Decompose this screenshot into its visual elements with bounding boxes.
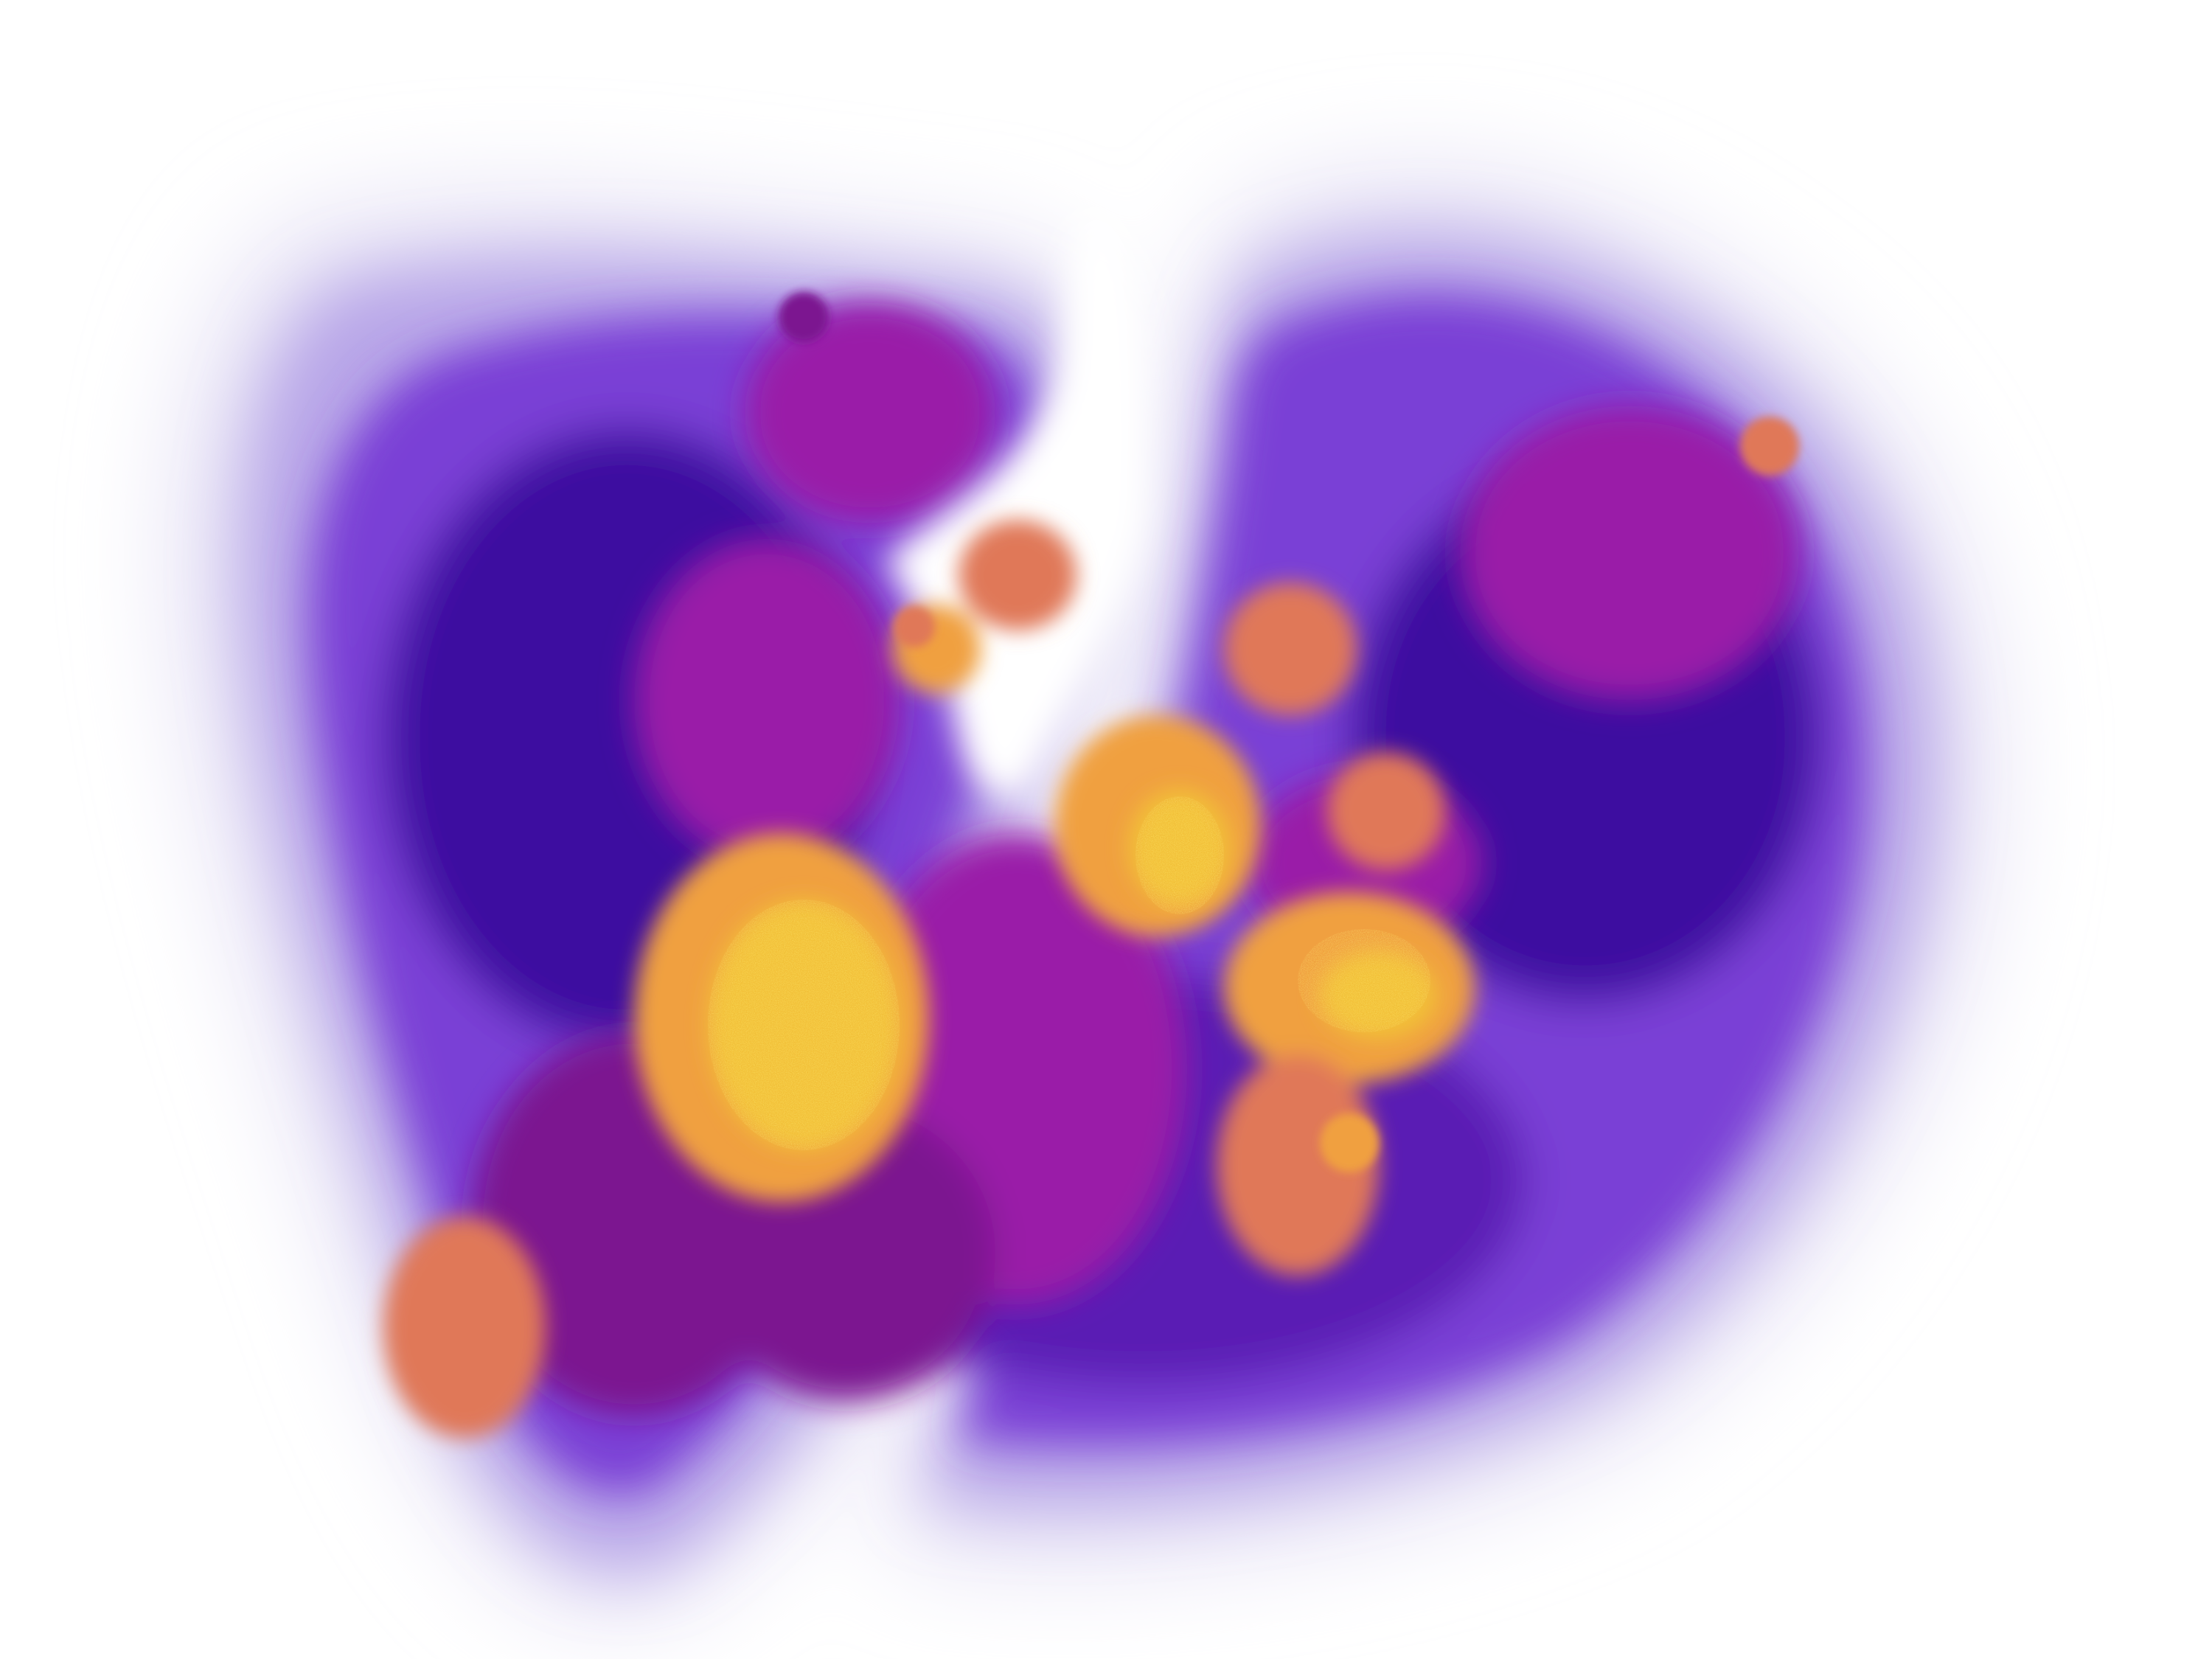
grain-core-center xyxy=(1135,796,1224,914)
grain-overlay xyxy=(708,796,1430,1150)
grain-core-left xyxy=(708,900,900,1150)
lobe-upper-left xyxy=(634,538,900,863)
hotspot-bottom-left xyxy=(383,1217,546,1438)
hotspot-lower-right xyxy=(1217,1054,1379,1276)
cluster-lower-right xyxy=(1320,1113,1379,1172)
cluster-top-left xyxy=(779,292,829,342)
hotspot-upper-right xyxy=(1224,582,1357,715)
cluster-top-right xyxy=(1740,417,1799,476)
lobe-top-right xyxy=(1460,406,1799,700)
hotspot-right-small xyxy=(1327,752,1445,870)
lobe-top-left xyxy=(745,302,995,524)
grain-core-right xyxy=(1298,929,1430,1032)
small-clusters xyxy=(779,292,1799,1172)
cluster-center-left xyxy=(894,606,935,647)
hotspot-top-center xyxy=(959,520,1077,630)
